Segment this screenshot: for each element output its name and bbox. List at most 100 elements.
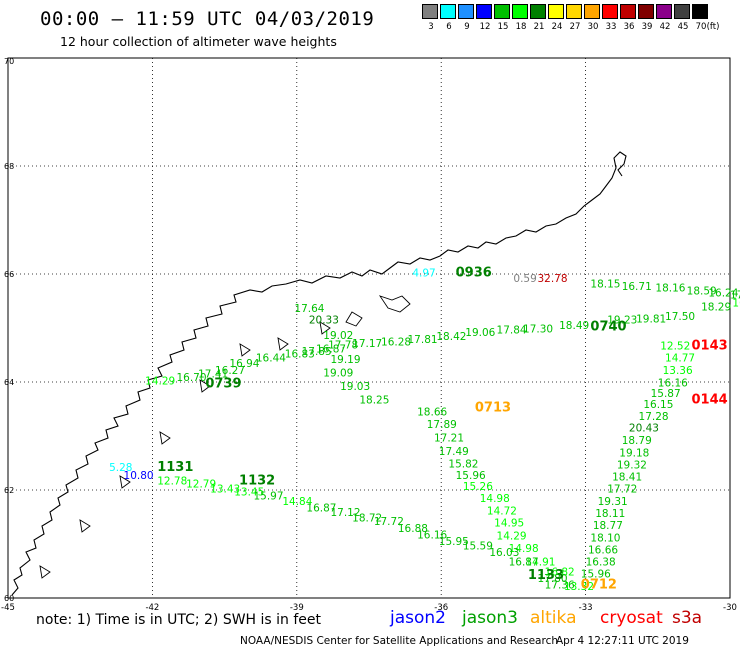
lon-tick-label: -30 bbox=[723, 603, 737, 613]
wave-height-label: 16.03 bbox=[489, 547, 519, 559]
wave-height-label: 20.43 bbox=[629, 423, 659, 435]
wave-height-label: 18.29 bbox=[701, 302, 731, 314]
wave-height-label: 18.10 bbox=[590, 532, 620, 544]
wave-height-label: 13.32 bbox=[564, 581, 594, 593]
wave-height-label: 17.41 bbox=[198, 369, 228, 381]
wave-height-label: 17.50 bbox=[665, 311, 695, 323]
scale-unit: (ft) bbox=[706, 22, 720, 32]
wave-height-label: 18.15 bbox=[590, 279, 620, 291]
wave-height-label: 17.49 bbox=[439, 446, 469, 458]
wave-height-label: 18.79 bbox=[622, 435, 652, 447]
coastline bbox=[11, 151, 627, 596]
scale-label: 36 bbox=[623, 22, 635, 32]
wave-height-label: 16.71 bbox=[622, 281, 652, 293]
scale-swatch bbox=[692, 4, 708, 19]
wave-height-label: 14.84 bbox=[282, 496, 312, 508]
wave-height-label: 19.32 bbox=[617, 459, 647, 471]
wave-height-label: 18.49 bbox=[559, 320, 589, 332]
pass-time-layer: 0936 0740 0739 0713 0143 0144 1131 1132 1133 0712 bbox=[157, 266, 727, 593]
pass-time-label: 0740 bbox=[590, 320, 626, 335]
coastline-islands bbox=[39, 295, 411, 579]
scale-swatch bbox=[656, 4, 672, 19]
pass-time-label: 1132 bbox=[239, 474, 275, 489]
wave-height-label: 19.81 bbox=[636, 314, 666, 326]
lat-tick-label: 60 bbox=[4, 594, 14, 603]
scale-swatch bbox=[458, 4, 474, 19]
wave-height-label: 14.91 bbox=[525, 557, 555, 569]
wave-height-label: 17.89 bbox=[427, 419, 457, 431]
wave-height-label: 17.17 bbox=[352, 338, 382, 350]
satellite-legend-item: altika bbox=[530, 608, 577, 628]
wave-height-label: 15.82 bbox=[448, 458, 478, 470]
scale-label: 9 bbox=[464, 22, 470, 32]
scale-swatch bbox=[476, 4, 492, 19]
wave-height-label: 14.29 bbox=[145, 376, 175, 388]
wave-height-label: 16.24 bbox=[708, 288, 738, 300]
wave-height-label: 16.87 bbox=[306, 503, 336, 515]
lon-tick-label: -33 bbox=[579, 603, 593, 613]
wave-height-label: 16.38 bbox=[586, 557, 616, 569]
wave-height-label: 14.29 bbox=[497, 531, 527, 543]
lon-tick-label: -36 bbox=[434, 603, 448, 613]
footer-credit: NOAA/NESDIS Center for Satellite Applica… bbox=[240, 635, 558, 647]
scale-label: 12 bbox=[479, 22, 491, 32]
scale-label: 27 bbox=[569, 22, 581, 32]
wave-height-label: 17.21 bbox=[434, 432, 464, 444]
wave-height-label: 19.03 bbox=[340, 381, 370, 393]
wave-height-label: 14.95 bbox=[494, 518, 524, 530]
footer-note: note: 1) Time is in UTC; 2) SWH is in fe… bbox=[36, 612, 322, 628]
wave-height-label: 12.79 bbox=[186, 478, 216, 490]
scale-swatch bbox=[638, 4, 654, 19]
wave-height-label: 17.64 bbox=[294, 303, 324, 315]
map-graticule bbox=[7, 57, 731, 599]
scale-label: 30 bbox=[587, 22, 599, 32]
wave-height-label: 16.94 bbox=[229, 358, 259, 370]
scale-label: 24 bbox=[551, 22, 563, 32]
wave-height-label: 19.02 bbox=[323, 330, 353, 342]
scale-label: 21 bbox=[533, 22, 545, 32]
wave-height-label: 16.87 bbox=[316, 343, 346, 355]
color-scale-legend: 3 6 9 12 15 18 21 24 27 30 33 36 39 42 45 70 (ft) bbox=[422, 4, 728, 36]
wave-height-label: 16.20 bbox=[732, 297, 740, 309]
wave-height-label: 18.41 bbox=[612, 471, 642, 483]
wave-height-label: 14.72 bbox=[487, 505, 517, 517]
scale-label: 6 bbox=[446, 22, 452, 32]
wave-height-label: 15.95 bbox=[439, 536, 469, 548]
lat-tick-label: 66 bbox=[4, 270, 14, 279]
wave-height-label: 16.16 bbox=[658, 377, 688, 389]
scale-swatch bbox=[530, 4, 546, 19]
wave-height-label: 17.36 bbox=[545, 579, 575, 591]
scale-swatch bbox=[548, 4, 564, 19]
scale-label: 33 bbox=[605, 22, 617, 32]
wave-height-label: 10.80 bbox=[124, 470, 154, 482]
scale-swatch bbox=[566, 4, 582, 19]
scale-swatch bbox=[620, 4, 636, 19]
wave-height-label: 16.27 bbox=[215, 365, 245, 377]
wave-height-label: 17.72 bbox=[607, 484, 637, 496]
lon-tick-label: -42 bbox=[145, 603, 159, 613]
scale-swatch bbox=[512, 4, 528, 19]
wave-height-label: 18.11 bbox=[595, 508, 625, 520]
scale-label: 18 bbox=[515, 22, 527, 32]
wave-height-label: 12.78 bbox=[157, 476, 187, 488]
wave-height-label: 17.72 bbox=[374, 516, 404, 528]
wave-height-label: 15.59 bbox=[463, 540, 493, 552]
wave-height-label: 17.80 bbox=[537, 573, 567, 585]
wave-height-label: 16.83 bbox=[285, 349, 315, 361]
wave-height-label: 17.5 bbox=[730, 289, 740, 301]
wave-height-label: 14.77 bbox=[665, 352, 695, 364]
page-subtitle: 12 hour collection of altimeter wave hei… bbox=[60, 34, 337, 49]
lon-tick-label: -45 bbox=[1, 603, 15, 613]
wave-height-label: 16.44 bbox=[256, 352, 286, 364]
wave-height-label: 19.09 bbox=[323, 368, 353, 380]
wave-height-label: 15.87 bbox=[651, 388, 681, 400]
scale-label: 15 bbox=[497, 22, 509, 32]
satellite-legend-item: s3a bbox=[672, 608, 703, 628]
page-title: 00:00 – 11:59 UTC 04/03/2019 bbox=[40, 8, 375, 30]
lat-tick-label: 70 bbox=[4, 57, 14, 66]
pass-time-label: 0713 bbox=[475, 401, 511, 416]
wave-height-label: 16.82 bbox=[545, 566, 575, 578]
wave-height-label: 0.59 bbox=[513, 273, 536, 285]
wave-height-label: 18.25 bbox=[359, 395, 389, 407]
